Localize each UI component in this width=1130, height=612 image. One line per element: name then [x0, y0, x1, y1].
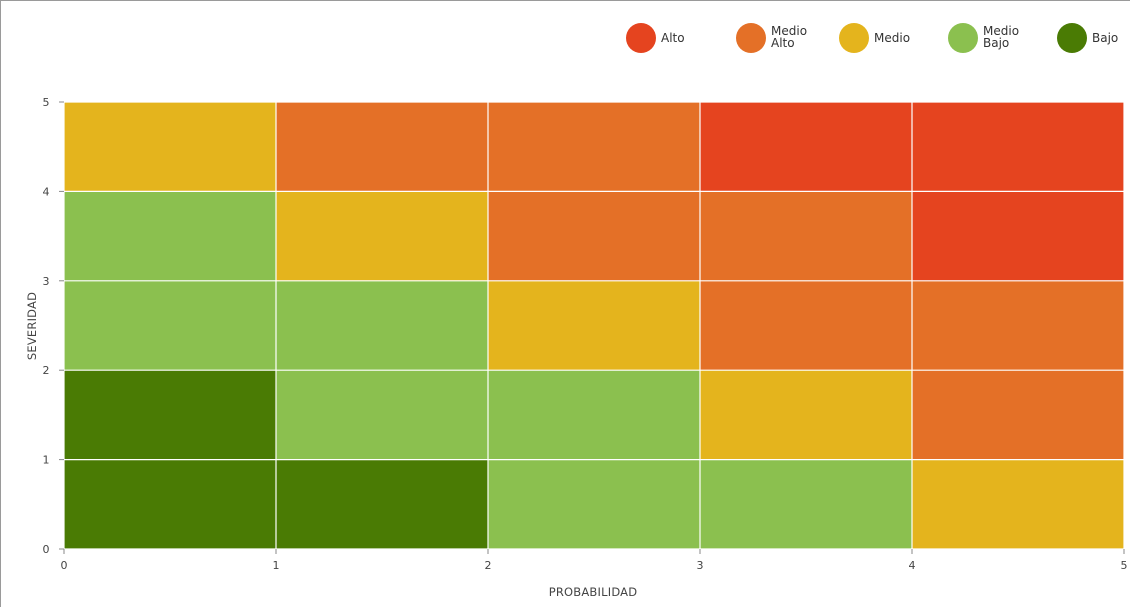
legend-label: Alto [771, 36, 795, 50]
heatmap-cell-medio-bajo [488, 459, 700, 549]
legend-label: Bajo [983, 36, 1009, 50]
heatmap-cell-bajo [64, 459, 276, 549]
legend-swatch [736, 23, 766, 53]
legend-swatch [839, 23, 869, 53]
legend-label: Medio [771, 24, 807, 38]
x-tick-label: 4 [909, 559, 916, 572]
y-tick-label: 3 [43, 275, 50, 288]
x-tick-label: 3 [697, 559, 704, 572]
heatmap-cell-medio-bajo [276, 280, 488, 371]
heatmap-cell-medio-alto [276, 102, 488, 192]
legend-item-medio: Medio [839, 23, 910, 53]
legend-label: Alto [661, 31, 685, 45]
heatmap-cell-medio [700, 370, 912, 460]
x-tick-label: 5 [1121, 559, 1128, 572]
x-tick-label: 2 [485, 559, 492, 572]
y-tick-label: 5 [43, 96, 50, 109]
heatmap-cell-alto [912, 102, 1124, 192]
heatmap-cell-medio-bajo [488, 370, 700, 460]
y-tick-label: 2 [43, 364, 50, 377]
x-tick-label: 1 [273, 559, 280, 572]
y-tick-label: 4 [43, 185, 50, 198]
heatmap-cell-medio [64, 102, 276, 192]
heatmap-cell-medio-alto [912, 280, 1124, 371]
legend-swatch [626, 23, 656, 53]
heatmap-cell-medio-bajo [276, 370, 488, 460]
y-axis-title: SEVERIDAD [25, 292, 39, 360]
legend-swatch [1057, 23, 1087, 53]
x-axis-title: PROBABILIDAD [549, 585, 638, 599]
heatmap-cell-medio [912, 459, 1124, 549]
y-tick-label: 1 [43, 454, 50, 467]
heatmap-cell-medio-bajo [64, 280, 276, 371]
heatmap-cell-medio [488, 280, 700, 371]
x-tick-label: 0 [61, 559, 68, 572]
legend-label: Bajo [1092, 31, 1118, 45]
legend-swatch [948, 23, 978, 53]
y-axis-ticks: 0 1 2 3 4 5 [43, 96, 64, 556]
legend-label: Medio [983, 24, 1019, 38]
heatmap-cell-medio-alto [700, 280, 912, 371]
heatmap-cell-bajo [276, 459, 488, 549]
heatmap-cell-medio-alto [700, 191, 912, 281]
legend-label: Medio [874, 31, 910, 45]
heatmap-cell-medio-alto [912, 370, 1124, 460]
heatmap-cell-medio-bajo [64, 191, 276, 281]
y-tick-label: 0 [43, 543, 50, 556]
legend-item-bajo: Bajo [1057, 23, 1118, 53]
grid-lines [63, 101, 1125, 550]
heatmap-cell-medio-alto [488, 191, 700, 281]
heatmap-cells [64, 102, 1124, 549]
heatmap-cell-medio-alto [488, 102, 700, 192]
x-axis-ticks: 0 1 2 3 4 5 [61, 549, 1128, 572]
heatmap-cell-medio [276, 191, 488, 281]
legend-item-alto: Alto [626, 23, 685, 53]
heatmap-cell-medio-bajo [700, 459, 912, 549]
heatmap-cell-bajo [64, 370, 276, 460]
heatmap-cell-alto [700, 102, 912, 192]
heatmap-cell-alto [912, 191, 1124, 281]
